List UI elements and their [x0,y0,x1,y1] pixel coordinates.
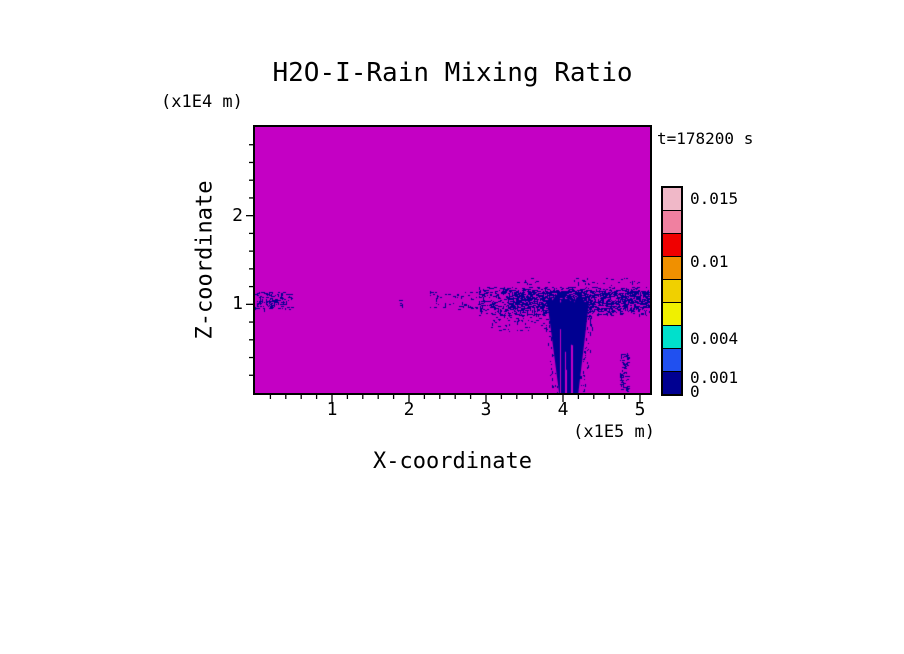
y-axis-unit-label: (x1E4 m) [161,92,243,112]
z-tick-label: 1 [232,293,243,315]
x-tick-label: 2 [403,399,415,420]
colorbar-segment [663,279,681,302]
colorbar-segment [663,348,681,371]
colorbar-segment [663,210,681,233]
colorbar-tick-label: 0 [690,381,700,401]
colorbar-tick-label: 0.001 [690,368,739,388]
colorbar-segment [663,233,681,256]
heatmap-canvas [255,127,650,393]
colorbar-segment [663,188,681,210]
colorbar-tick-label: 0.01 [690,251,729,271]
x-tick-label: 3 [480,399,492,420]
colorbar-tick-label: 0.004 [690,329,739,349]
colorbar-tick-label: 0.015 [690,188,739,208]
colorbar-segment [663,325,681,348]
x-tick-label: 5 [634,399,646,420]
x-axis-unit-label: (x1E5 m) [573,422,655,442]
x-tick-label: 4 [557,399,569,420]
colorbar [661,186,683,396]
chart-title: H2O-I-Rain Mixing Ratio [272,58,633,88]
z-tick-label: 2 [232,204,243,226]
x-tick-label: 1 [326,399,338,420]
colorbar-segment [663,371,681,394]
plot-area [253,125,652,395]
time-annotation: t=178200 s [657,129,754,148]
colorbar-segment [663,256,681,279]
colorbar-segment [663,302,681,325]
x-axis-title: X-coordinate [373,449,532,474]
